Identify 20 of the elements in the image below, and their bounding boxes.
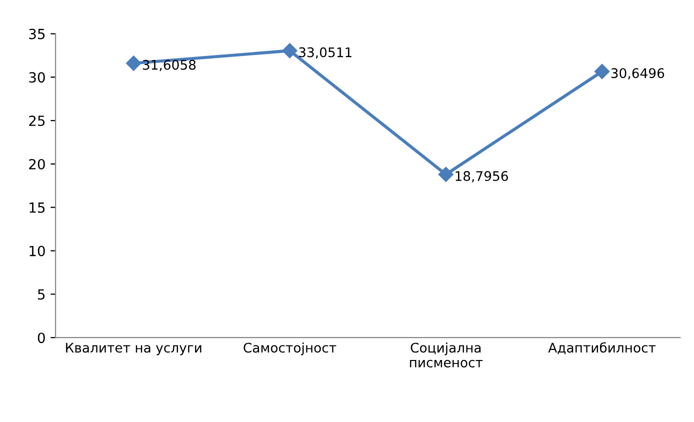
y-tick-label: 30 — [29, 72, 45, 83]
point — [126, 56, 142, 71]
x-tick-label: Самостојност — [244, 342, 336, 356]
y-tick-label: 15 — [30, 202, 45, 213]
x-tick-label: Квалитет на услуги — [66, 342, 202, 356]
data-label: 18,7956 — [456, 171, 508, 182]
y-tick-label: 35 — [29, 28, 45, 40]
y-tick-label: 25 — [29, 116, 45, 126]
data-label: 33,0511 — [299, 47, 352, 59]
x-tick-label: Адаптибилност — [548, 342, 656, 354]
x-tick-label: Социјална писменост — [410, 342, 483, 368]
data-label: 31,6058 — [142, 60, 196, 72]
data-label: 30,6496 — [611, 68, 664, 80]
point — [282, 43, 298, 58]
point — [594, 64, 610, 80]
y-tick-label: 0 — [38, 332, 45, 344]
point — [438, 166, 454, 182]
y-tick-label: 10 — [30, 246, 45, 256]
y-tick-label: 5 — [38, 289, 45, 300]
y-tick-label: 20 — [29, 158, 45, 170]
